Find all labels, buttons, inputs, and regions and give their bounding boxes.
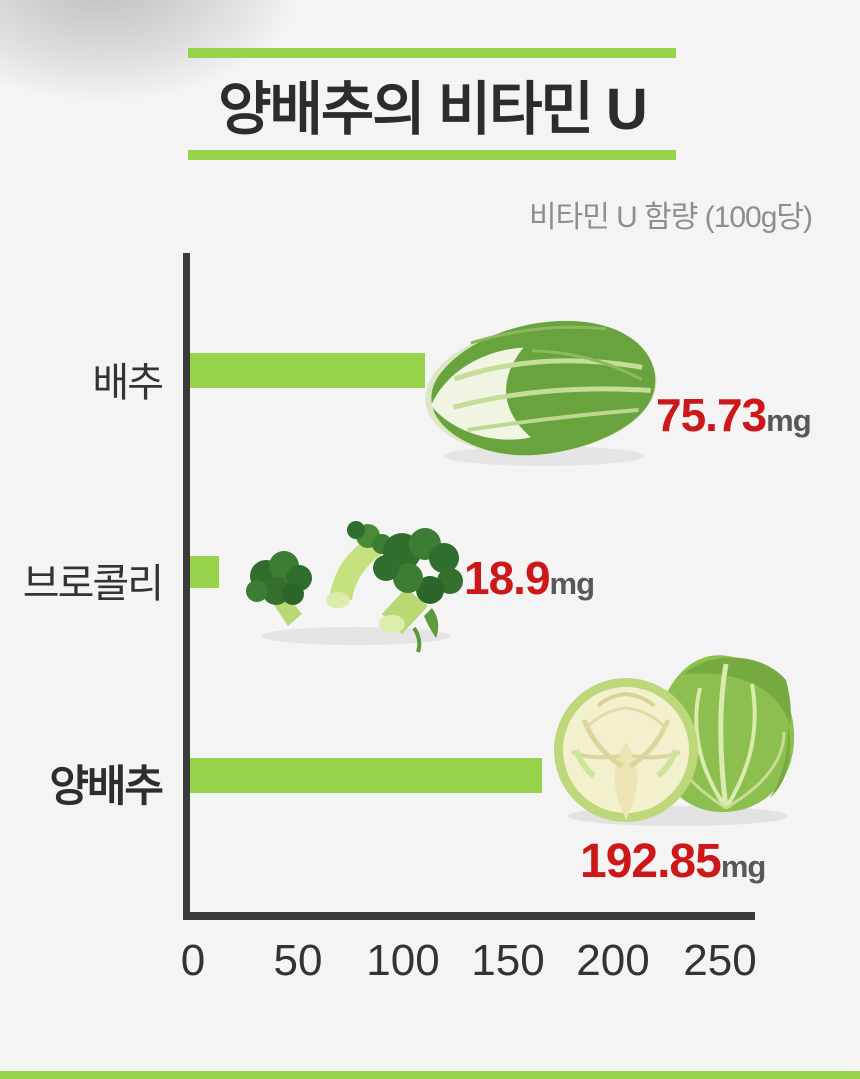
value-unit: mg [720,849,766,884]
x-tick-200: 200 [576,936,650,985]
title-rule-bottom [188,150,676,160]
footer-green-strip [0,1071,860,1079]
category-label-cabbage: 양배추 [49,763,164,811]
x-tick-150: 150 [471,936,545,985]
x-tick-0: 0 [180,936,206,985]
value-unit: mg [549,566,595,601]
category-label-napa-cabbage: 배추 [92,361,164,405]
x-tick-50: 50 [273,936,323,985]
value-number: 192.85 [580,835,722,888]
value-broccoli: 18.9 mg [464,551,595,605]
value-unit: mg [766,403,811,438]
x-tick-100: 100 [366,936,440,985]
title-rule-top [188,48,676,58]
chart-subtitle: 비타민 U 함량 (100g당) [529,201,813,234]
category-label-broccoli: 브로콜리 [22,562,164,606]
value-cabbage: 192.85 mg [580,834,766,889]
broccoli-image [246,521,463,653]
bar-napa-cabbage [190,353,425,388]
bar-cabbage [190,758,542,793]
cabbage-image [554,655,795,826]
value-napa-cabbage: 75.73 mg [656,388,812,442]
x-tick-250: 250 [683,936,757,985]
bar-broccoli [190,556,219,588]
napa-cabbage-image [425,320,657,466]
y-axis-line [183,253,190,920]
value-number: 75.73 [656,389,767,441]
page-title: 양배추의 비타민 U [218,77,648,142]
x-axis-line [183,912,755,920]
value-number: 18.9 [464,552,551,604]
